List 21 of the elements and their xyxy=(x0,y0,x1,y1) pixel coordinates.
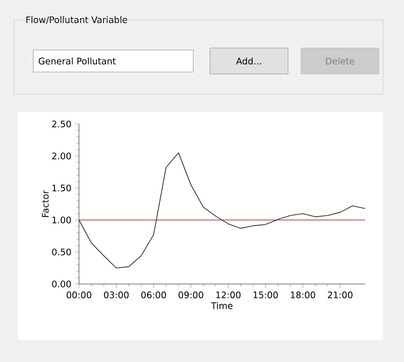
x-tick-label: 06:00 xyxy=(141,292,166,298)
x-tick-label: 18:00 xyxy=(290,292,316,298)
y-tick-label: 1.00 xyxy=(52,216,71,224)
y-tick-label: 2.50 xyxy=(52,120,71,128)
y-tick-label: 0.50 xyxy=(52,248,71,256)
text: Add... xyxy=(236,58,262,64)
x-tick-label: 12:00 xyxy=(216,292,241,298)
y-axis-title: Factor xyxy=(42,190,49,217)
y-tick-label: 0.00 xyxy=(52,280,71,288)
x-tick-label: 21:00 xyxy=(328,292,352,298)
text: Flow/Pollutant Variable xyxy=(26,16,128,24)
y-tick-label: 1.50 xyxy=(52,184,71,192)
text: General Pollutant xyxy=(38,58,116,64)
y-tick-label: 2.00 xyxy=(52,152,71,160)
line-series xyxy=(78,152,366,268)
x-tick-label: 03:00 xyxy=(104,292,129,298)
x-tick-label: 09:00 xyxy=(178,292,204,298)
text: Delete xyxy=(326,58,354,64)
x-tick-label: 15:00 xyxy=(254,292,278,298)
x-axis-title: Time xyxy=(211,302,233,310)
x-tick-label: 00:00 xyxy=(66,292,92,298)
